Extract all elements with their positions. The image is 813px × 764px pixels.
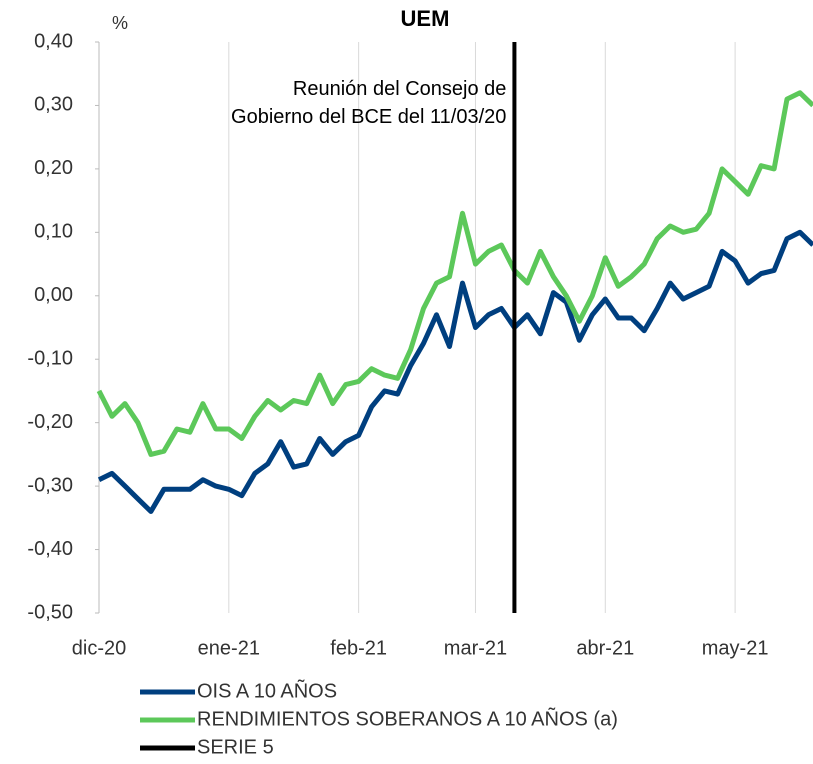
y-tick-label: -0,30 xyxy=(27,474,73,496)
annotation-line: Reunión del Consejo de xyxy=(293,78,507,100)
y-tick-label: -0,40 xyxy=(27,538,73,560)
y-tick-label: 0,10 xyxy=(34,221,73,243)
y-tick-label: 0,30 xyxy=(34,94,73,116)
y-tick-label: -0,50 xyxy=(27,601,73,623)
line-series xyxy=(96,90,813,457)
legend-label: OIS A 10 AÑOS xyxy=(197,678,337,702)
chart-title: UEM xyxy=(401,6,450,31)
y-tick-label: 0,20 xyxy=(34,157,73,179)
y-tick-label: -0,10 xyxy=(27,348,73,370)
x-tick-label: abr-21 xyxy=(576,637,634,659)
x-tick-label: dic-20 xyxy=(72,637,126,659)
y-unit: % xyxy=(112,13,128,33)
y-tick-label: 0,40 xyxy=(34,30,73,52)
x-tick-label: feb-21 xyxy=(330,637,387,659)
x-tick-label: may-21 xyxy=(702,637,769,659)
x-tick-label: ene-21 xyxy=(198,637,260,659)
y-tick-label: 0,00 xyxy=(34,284,73,306)
line-series xyxy=(97,229,813,514)
annotation-line: Gobierno del BCE del 11/03/20 xyxy=(231,106,506,128)
annotation: Reunión del Consejo de Gobierno del BCE d… xyxy=(231,78,506,128)
legend-label: RENDIMIENTOS SOBERANOS A 10 AÑOS (a) xyxy=(197,706,618,730)
y-tick-label: -0,20 xyxy=(27,411,73,433)
x-tick-label: mar-21 xyxy=(444,637,507,659)
legend-label: SERIE 5 xyxy=(197,736,274,758)
